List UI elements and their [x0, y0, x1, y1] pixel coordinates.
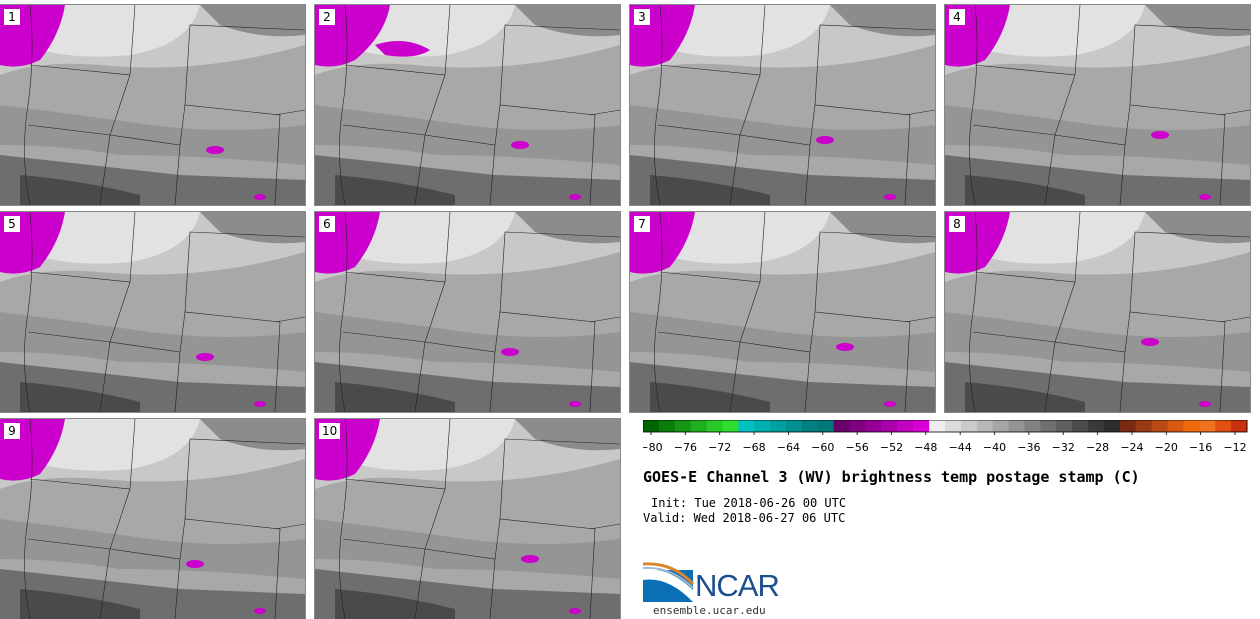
colorbar-segment — [706, 420, 723, 432]
colorbar-segment — [801, 420, 819, 432]
colorbar-segment — [833, 420, 851, 432]
postage-stamp-panel: 5 — [0, 211, 306, 413]
colorbar-segment — [738, 420, 755, 432]
colorbar-segment — [1024, 420, 1041, 432]
colorbar-segment — [1151, 420, 1169, 432]
colorbar-segment — [1103, 420, 1121, 432]
colorbar-segment — [643, 420, 660, 432]
panel-number: 5 — [4, 216, 20, 232]
postage-stamp-panel: 8 — [944, 211, 1251, 413]
colorbar-segment — [929, 420, 946, 432]
water-vapor-map — [315, 419, 620, 619]
colorbar-segment — [913, 420, 930, 432]
postage-stamp-panel: 6 — [314, 211, 621, 413]
colorbar-segment — [1072, 420, 1089, 432]
ncar-logo-icon — [643, 562, 695, 602]
postage-stamp-panel: 4 — [944, 4, 1251, 206]
colorbar-segment — [945, 420, 962, 432]
colorbar-tick-label: −64 — [777, 441, 800, 454]
postage-stamp-panel: 1 — [0, 4, 306, 206]
colorbar-segment — [1040, 420, 1057, 432]
colorbar-tick-label: −44 — [949, 441, 972, 454]
water-vapor-map — [0, 5, 305, 205]
colorbar-segment — [1231, 420, 1248, 432]
colorbar-tick-label: −48 — [914, 441, 937, 454]
colorbar-segment — [992, 420, 1010, 432]
colorbar-segment — [1088, 420, 1105, 432]
colorbar-tick-label: −40 — [983, 441, 1006, 454]
colorbar: −80 −76 −72 −68 −64 −60 −56 −52 −48 −44 −40 −36 −32−… — [643, 420, 1248, 454]
colorbar-segment — [1008, 420, 1025, 432]
colorbar-tick-label: −16 — [1189, 441, 1212, 454]
panel-number: 7 — [634, 216, 650, 232]
colorbar-tick-label: −72 — [708, 441, 731, 454]
colorbar-segment — [865, 420, 882, 432]
colorbar-tick-label: −60 — [811, 441, 834, 454]
chart-title: GOES-E Channel 3 (WV) brightness temp po… — [643, 468, 1140, 486]
water-vapor-map — [630, 212, 935, 412]
colorbar-segment — [1215, 420, 1232, 432]
postage-stamp-panel: 9 — [0, 418, 306, 619]
panel-number: 4 — [949, 9, 965, 25]
init-time: Init: Tue 2018-06-26 00 UTC — [651, 496, 847, 510]
valid-time: Valid: Wed 2018-06-27 06 UTC — [643, 511, 846, 525]
colorbar-tick-label: −68 — [742, 441, 765, 454]
colorbar-segment — [674, 420, 692, 432]
postage-stamp-panel: 10 — [314, 418, 621, 619]
colorbar-segment — [786, 420, 803, 432]
panel-number: 2 — [319, 9, 335, 25]
colorbar-segment — [881, 420, 898, 432]
colorbar-segment — [849, 420, 867, 432]
panel-number: 3 — [634, 9, 650, 25]
colorbar-segment — [1183, 420, 1200, 432]
colorbar-segment — [770, 420, 787, 432]
colorbar-segment — [960, 420, 978, 432]
colorbar-tick-label: −80 — [643, 441, 663, 454]
colorbar-segment — [690, 420, 708, 432]
water-vapor-map — [0, 419, 305, 619]
panel-number: 9 — [4, 423, 20, 439]
colorbar-segment — [754, 420, 771, 432]
water-vapor-map — [315, 5, 620, 205]
colorbar-segment — [976, 420, 994, 432]
colorbar-segment — [1056, 420, 1073, 432]
colorbar-segment — [658, 420, 676, 432]
postage-stamp-panel: 7 — [629, 211, 936, 413]
water-vapor-map — [945, 5, 1250, 205]
colorbar-tick-label: −56 — [846, 441, 869, 454]
colorbar-segment — [817, 420, 835, 432]
colorbar-tick-label: −76 — [674, 441, 697, 454]
colorbar-tick-label: −24 — [1120, 441, 1143, 454]
water-vapor-map — [945, 212, 1250, 412]
water-vapor-map — [315, 212, 620, 412]
colorbar-segment — [1135, 420, 1153, 432]
colorbar-tick-label: −28 — [1086, 441, 1109, 454]
panel-number: 6 — [319, 216, 335, 232]
colorbar-segment — [1167, 420, 1184, 432]
colorbar-tick-label: −12 — [1223, 441, 1246, 454]
panel-number: 1 — [4, 9, 20, 25]
colorbar-segment — [897, 420, 914, 432]
colorbar-tick-label: −52 — [880, 441, 903, 454]
ncar-logo-text: NCAR — [695, 568, 780, 603]
panel-number: 8 — [949, 216, 965, 232]
water-vapor-map — [0, 212, 305, 412]
panel-number: 10 — [319, 423, 341, 439]
colorbar-segment — [1119, 420, 1137, 432]
colorbar-tick-label: −20 — [1155, 441, 1178, 454]
postage-stamp-panel: 2 — [314, 4, 621, 206]
colorbar-tick-label: −36 — [1017, 441, 1040, 454]
site-url: ensemble.ucar.edu — [653, 604, 766, 617]
colorbar-segment — [722, 420, 739, 432]
postage-stamp-panel: 3 — [629, 4, 936, 206]
colorbar-segment — [1199, 420, 1216, 432]
water-vapor-map — [630, 5, 935, 205]
colorbar-tick-label: −32 — [1052, 441, 1075, 454]
